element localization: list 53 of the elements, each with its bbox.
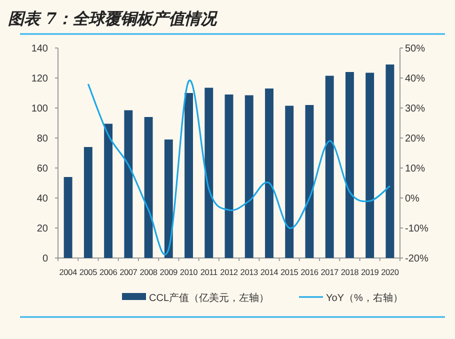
bar — [124, 110, 133, 258]
y-tick-label: 60 — [36, 164, 48, 174]
x-tick-label: 2006 — [99, 267, 118, 277]
bar — [244, 95, 254, 258]
x-tick-label: 2005 — [79, 267, 98, 277]
bar — [285, 106, 294, 258]
bar — [386, 64, 394, 258]
bar — [84, 147, 92, 258]
y-tick-label: 0 — [42, 254, 48, 264]
y2-tick-label: 20% — [405, 134, 426, 144]
x-tick-label: 2015 — [280, 267, 299, 277]
bar — [184, 93, 193, 258]
bar — [305, 105, 314, 258]
x-tick-label: 2020 — [381, 267, 400, 277]
bar — [325, 76, 334, 258]
x-tick-label: 2009 — [160, 267, 178, 277]
x-tick-label: 2019 — [360, 267, 380, 277]
x-tick-label: 2004 — [59, 267, 78, 277]
x-tick-label: 2011 — [200, 267, 218, 277]
y2-tick-label: 40% — [405, 74, 426, 84]
x-tick-label: 2013 — [240, 267, 259, 277]
x-tick-label: 2018 — [340, 267, 360, 277]
y2-tick-label: 30% — [405, 104, 426, 114]
x-tick-label: 2008 — [140, 267, 158, 277]
bar — [224, 94, 234, 258]
bar — [144, 117, 153, 258]
y-tick-label: 100 — [31, 104, 48, 114]
y2-tick-label: 0% — [405, 194, 420, 204]
y2-tick-label: 50% — [405, 44, 426, 54]
x-tick-label: 2017 — [320, 267, 339, 277]
bar — [204, 88, 214, 258]
y-tick-label: 80 — [36, 134, 48, 144]
bar — [104, 124, 113, 258]
x-tick-label: 2012 — [220, 267, 238, 277]
y-tick-label: 140 — [31, 44, 48, 54]
y-tick-label: 40 — [36, 194, 48, 204]
bar — [164, 140, 173, 258]
y2-tick-label: -20% — [405, 254, 428, 264]
x-tick-label: 2010 — [180, 267, 198, 277]
chart-title: 图表 7：全球覆铜板产值情况 — [8, 9, 219, 28]
x-tick-label: 2014 — [260, 267, 279, 277]
x-tick-label: 2007 — [120, 267, 138, 277]
y-tick-label: 20 — [36, 224, 48, 234]
y-tick-label: 120 — [31, 74, 48, 84]
legend-label: YoY（%，右轴） — [326, 292, 403, 304]
bar — [265, 88, 274, 258]
bar — [366, 72, 374, 258]
legend-label: CCL产值（亿美元，左轴） — [149, 292, 270, 304]
y2-tick-label: 10% — [405, 164, 426, 174]
x-tick-label: 2016 — [300, 267, 319, 277]
y2-tick-label: -10% — [405, 224, 428, 234]
bar — [64, 177, 72, 258]
bar — [345, 72, 354, 258]
